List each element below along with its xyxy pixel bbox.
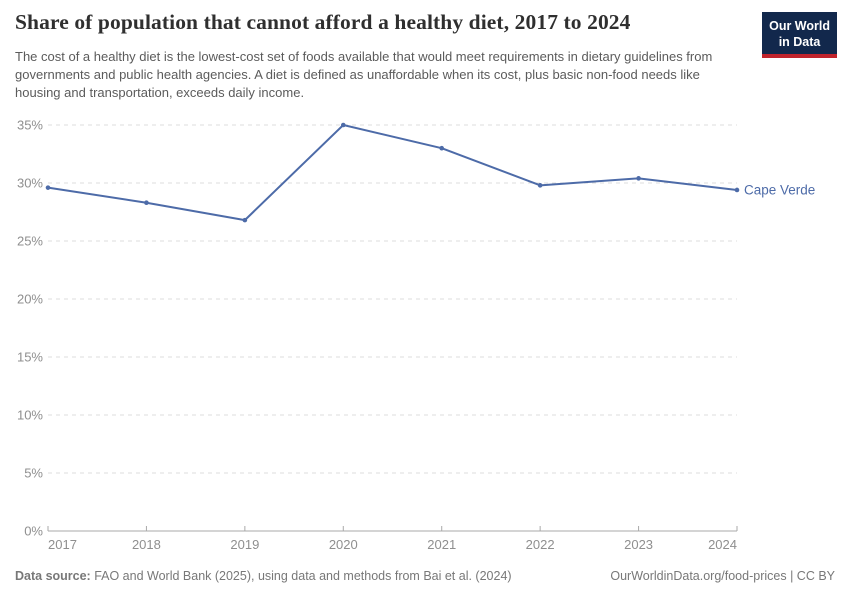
series-line-cape-verde[interactable] [47,124,738,222]
credit-links: OurWorldinData.org/food-prices | CC BY [610,569,835,583]
data-source-label: Data source: [15,569,91,583]
data-point[interactable] [340,122,346,128]
data-point[interactable] [439,145,445,151]
data-point[interactable] [242,217,248,223]
line-chart: 0% 5% 10% 15% 20% 25% 30% 35% 2017 2018 2019 2020 20… [0,105,850,565]
y-axis-label: 5% [24,466,43,481]
chart-canvas: 0% 5% 10% 15% 20% 25% 30% 35% 2017 2018 2019 2020 20… [17,118,815,553]
x-axis-label: 2020 [329,537,358,552]
logo-line-2: in Data [778,35,821,50]
chart-footer: Data source: FAO and World Bank (2025), … [15,569,835,583]
data-source-text: FAO and World Bank (2025), using data an… [90,569,512,583]
y-axis-label: 10% [17,408,43,423]
x-axis-label: 2022 [526,537,555,552]
credit-divider: | [786,569,797,583]
y-axis-label: 0% [24,524,43,539]
x-axis-label: 2024 [708,537,737,552]
y-axis-label: 25% [17,234,43,249]
x-axis-label: 2021 [427,537,456,552]
data-source: Data source: FAO and World Bank (2025), … [15,569,512,583]
page-title: Share of population that cannot afford a… [15,10,631,34]
x-axis-label: 2017 [48,537,77,552]
data-point[interactable] [144,200,149,206]
owid-url-link[interactable]: OurWorldinData.org/food-prices [610,569,787,583]
entity-label-cape-verde[interactable]: Cape Verde [744,182,815,197]
data-point[interactable] [537,183,543,188]
x-axis-label: 2018 [132,537,161,552]
data-point[interactable] [734,187,740,193]
y-axis-label: 35% [17,118,43,133]
data-point[interactable] [45,185,51,190]
x-axis-label: 2023 [624,537,653,552]
x-axis-label: 2019 [230,537,259,552]
y-axis-label: 15% [17,350,43,365]
data-point[interactable] [636,176,641,181]
y-axis-label: 20% [17,292,43,307]
chart-subtitle: The cost of a healthy diet is the lowest… [15,49,713,101]
license-link[interactable]: CC BY [796,569,835,583]
logo-line-1: Our World [769,19,830,33]
owid-logo[interactable]: Our World in Data [762,12,837,58]
y-axis-label: 30% [17,176,43,191]
